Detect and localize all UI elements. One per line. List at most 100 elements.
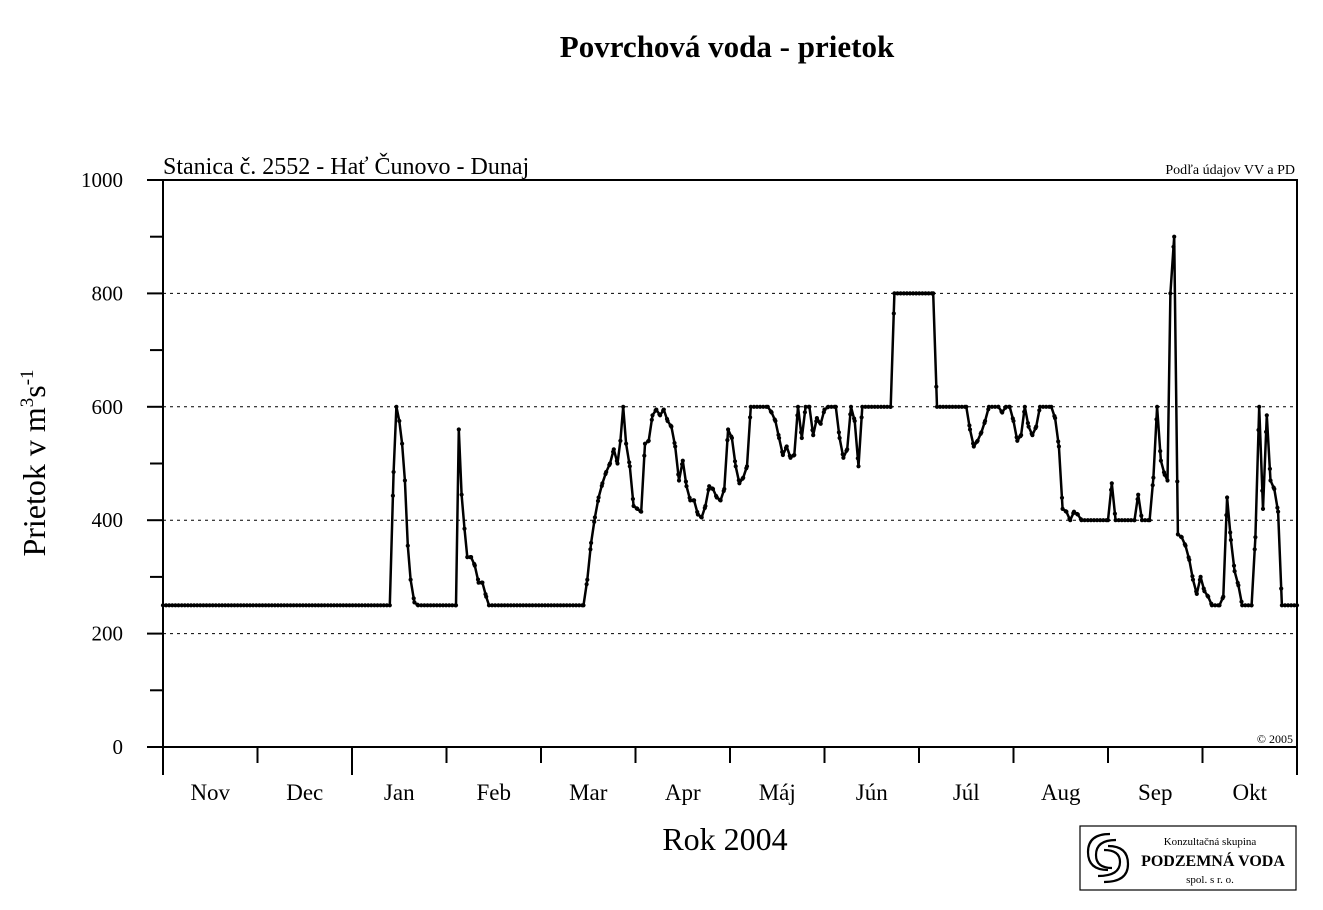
data-point [714,495,719,500]
data-point [185,603,190,608]
data-point [1224,513,1229,518]
data-point [911,291,916,296]
data-point [1116,518,1121,523]
data-point [425,603,430,608]
data-point [456,427,461,432]
data-point [733,464,738,469]
data-point [201,603,206,608]
data-point [549,603,554,608]
data-point [514,603,520,608]
source-note: Podľa údajov VV a PD [1165,163,1295,178]
data-point [375,603,380,608]
data-point [372,603,377,608]
data-point [1143,518,1148,523]
data-point [1268,478,1273,483]
data-point [639,509,644,514]
data-point [1249,603,1254,608]
x-tick-label: Jan [384,780,415,805]
y-axis: 0 200 400 600 800 1000 [81,168,163,759]
data-point [469,555,474,560]
data-point [1139,513,1144,518]
data-point [272,603,277,608]
data-point [624,441,629,446]
data-point [447,603,452,608]
data-point [959,404,964,409]
data-point [195,603,200,608]
data-point [795,413,800,418]
data-point [527,603,532,608]
data-point [926,291,931,296]
data-point [397,418,402,424]
x-tick-label: Máj [759,780,796,805]
data-point [210,603,215,608]
data-point [1294,603,1300,608]
y-tick-label: 200 [92,622,124,646]
data-point [680,462,685,467]
chart-title: Povrchová voda - prietok [560,29,895,64]
data-point [1109,481,1114,486]
data-point [595,498,601,504]
data-point [1135,497,1140,502]
data-point [1231,563,1237,568]
data-point [307,603,312,608]
y-axis-label-sup2: -1 [17,369,38,385]
data-point [167,603,172,608]
data-point [1158,458,1163,463]
data-point [683,479,689,484]
data-point [722,486,727,492]
data-point [1059,495,1065,500]
y-axis-label: Prietok v m3s-1 [16,369,52,556]
data-point [1165,478,1170,483]
y-tick-label: 400 [92,508,124,532]
data-point [726,427,731,432]
series-layer [160,234,1300,608]
data-point [1088,518,1093,523]
data-point [869,404,874,409]
logo-line3: spol. s r. o. [1186,874,1234,886]
data-point [1217,603,1222,608]
data-point [347,603,352,608]
data-point [706,487,711,492]
data-point [1112,511,1117,516]
data-point [923,291,928,296]
data-point [748,404,753,409]
data-point [1279,586,1284,591]
data-point [1015,438,1020,443]
data-point [986,404,992,409]
data-point [247,603,253,608]
data-point [1105,518,1111,523]
data-point [1147,518,1152,523]
data-point [811,433,816,438]
data-point [476,580,481,585]
data-point [589,540,594,546]
data-point [621,404,626,409]
data-point [1168,291,1173,296]
data-point [829,404,834,409]
data-point [856,464,861,469]
data-point [848,404,854,409]
data-point [238,603,243,608]
data-point [179,603,184,608]
data-point [1101,518,1106,523]
data-point [1068,518,1073,523]
data-point [810,428,815,433]
data-point [440,603,446,608]
data-point [1098,518,1103,523]
data-point [592,519,597,525]
data-point [1221,594,1226,599]
data-point [983,418,988,424]
data-point [297,603,302,608]
data-point [941,404,946,409]
data-point [505,603,510,608]
data-point [269,603,274,608]
data-point [164,603,169,608]
data-point [618,438,623,443]
data-point [1079,518,1084,523]
data-point [761,404,766,409]
data-point [944,404,949,409]
data-point [1041,404,1046,409]
data-point [1253,535,1258,540]
data-point [1056,439,1061,444]
data-point [472,563,477,568]
x-tick-label: Apr [665,780,701,805]
